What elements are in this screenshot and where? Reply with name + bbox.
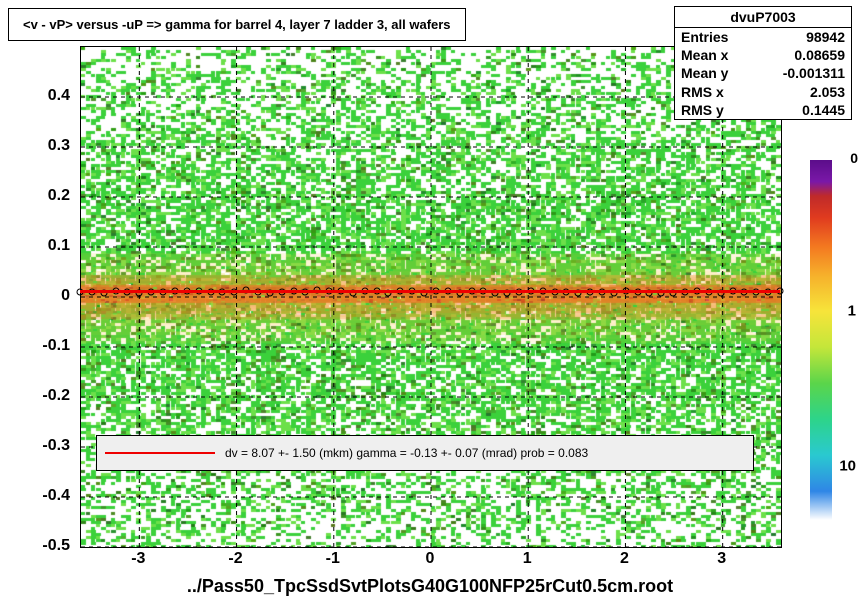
fit-line bbox=[80, 290, 780, 293]
y-tick-label: 0.3 bbox=[48, 137, 70, 155]
colorbar-tick: 10 bbox=[839, 458, 856, 475]
y-tick-label: -0.1 bbox=[42, 337, 70, 355]
stats-name: dvuP7003 bbox=[675, 7, 851, 28]
colorbar-gradient bbox=[810, 160, 832, 520]
colorbar bbox=[810, 160, 832, 520]
x-tick-label: 1 bbox=[523, 550, 532, 568]
x-tick-label: -2 bbox=[228, 550, 242, 568]
chart-grid bbox=[81, 47, 781, 547]
x-tick-label: 0 bbox=[426, 550, 435, 568]
y-tick-label: 0.2 bbox=[48, 187, 70, 205]
x-tick-label: -3 bbox=[131, 550, 145, 568]
fit-line-swatch bbox=[105, 452, 215, 454]
x-axis-label: ../Pass50_TpcSsdSvtPlotsG40G100NFP25rCut… bbox=[0, 576, 860, 597]
y-tick-label: -0.5 bbox=[42, 537, 70, 555]
y-tick-label: 0.4 bbox=[48, 87, 70, 105]
axis-overflow-label: 0 bbox=[850, 150, 858, 166]
stats-box: dvuP7003 Entries98942Mean x0.08659Mean y… bbox=[674, 6, 852, 120]
y-axis-ticks: -0.5-0.4-0.3-0.2-0.100.10.20.30.4 bbox=[0, 46, 76, 546]
y-tick-label: -0.3 bbox=[42, 437, 70, 455]
stats-row: Entries98942 bbox=[675, 28, 851, 46]
x-tick-label: -1 bbox=[326, 550, 340, 568]
x-tick-label: 2 bbox=[620, 550, 629, 568]
y-tick-label: 0.1 bbox=[48, 237, 70, 255]
stats-row: RMS x2.053 bbox=[675, 83, 851, 101]
x-axis-ticks: -3 -2 -1 0 1 2 3 bbox=[80, 550, 780, 570]
fit-legend-box: dv = 8.07 +- 1.50 (mkm) gamma = -0.13 +-… bbox=[96, 435, 754, 471]
plot-area bbox=[80, 46, 782, 548]
stats-row: RMS y0.1445 bbox=[675, 101, 851, 119]
stats-row: Mean x0.08659 bbox=[675, 46, 851, 64]
stats-row: Mean y-0.001311 bbox=[675, 64, 851, 82]
y-tick-label: 0 bbox=[61, 287, 70, 305]
y-tick-label: -0.2 bbox=[42, 387, 70, 405]
colorbar-tick: 1 bbox=[848, 303, 856, 320]
fit-legend-text: dv = 8.07 +- 1.50 (mkm) gamma = -0.13 +-… bbox=[225, 446, 588, 460]
x-tick-label: 3 bbox=[717, 550, 726, 568]
chart-title: <v - vP> versus -uP => gamma for barrel … bbox=[8, 8, 466, 41]
y-tick-label: -0.4 bbox=[42, 487, 70, 505]
